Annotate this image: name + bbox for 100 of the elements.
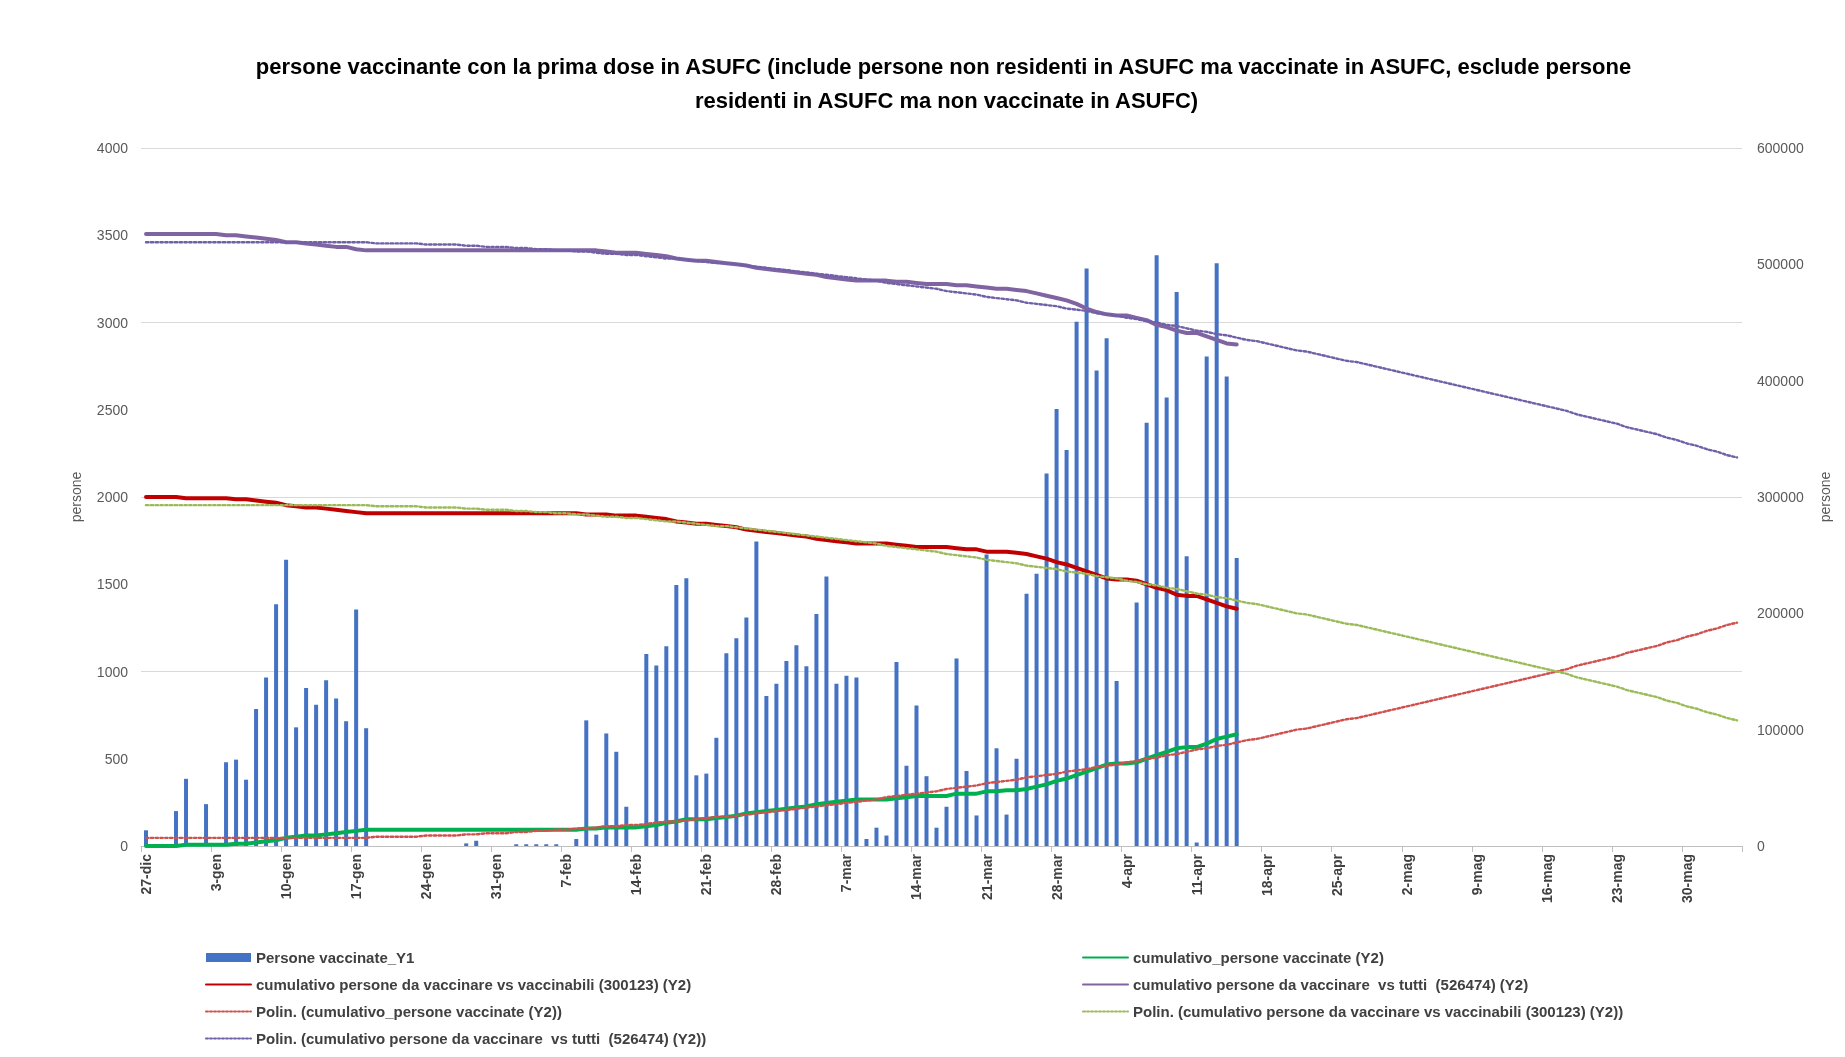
bar (934, 827, 939, 846)
bar (1114, 681, 1119, 846)
bar (334, 698, 339, 846)
bar (834, 683, 839, 846)
legend-label: cumulativo persone da vaccinare vs tutti (526474) (Y2) (1133, 976, 1529, 993)
bar (584, 720, 589, 846)
bar (1004, 814, 1009, 846)
bar (1044, 473, 1049, 846)
bar (994, 748, 999, 846)
bar (954, 658, 959, 846)
bar (904, 765, 909, 846)
bar (1214, 263, 1219, 846)
bar (1024, 593, 1029, 846)
y-tick-label: 3500 (96, 227, 129, 244)
bar (1104, 338, 1109, 846)
y2-tick-label: 300000 (1757, 489, 1804, 505)
bar (894, 661, 899, 846)
bar (664, 646, 669, 846)
bar (1144, 422, 1149, 846)
bar (304, 688, 309, 846)
legend-label: cumulativo persone da vaccinare vs vaccinabili (300123) (Y2) (256, 976, 692, 993)
bar (1084, 268, 1089, 846)
bar (734, 638, 739, 846)
bar (1034, 573, 1039, 846)
bar (1184, 556, 1189, 846)
bar (674, 585, 679, 846)
bar (294, 727, 299, 846)
x-tick-label: 21-mar (978, 853, 995, 900)
bar (184, 778, 189, 846)
line-series (144, 621, 1739, 840)
bar (824, 576, 829, 846)
bar (1164, 397, 1169, 846)
bar (314, 704, 319, 846)
y2-tick-label: 500000 (1757, 256, 1804, 273)
x-tick-label: 23-mag (1608, 854, 1625, 904)
bar (914, 705, 919, 846)
x-tick-label: 24-gen (418, 854, 435, 900)
bar (774, 683, 779, 846)
legend-label: Polin. (cumulativo persone da vaccinare vs vaccinabili (300123) (Y2)) (1133, 1003, 1624, 1020)
bar (264, 677, 269, 846)
bar (1134, 602, 1139, 846)
bar (284, 559, 289, 846)
legend-label: Persone vaccinate_Y1 (256, 949, 415, 966)
bar (274, 604, 279, 846)
bar (1174, 291, 1179, 846)
bar (1224, 376, 1229, 846)
bar (614, 751, 619, 846)
bar (684, 578, 689, 846)
y-tick-label: 1500 (96, 576, 129, 593)
bar (884, 835, 889, 846)
line-series (144, 503, 1739, 722)
bar (704, 773, 709, 846)
bar (924, 776, 929, 846)
y2-tick-label: 100000 (1757, 721, 1804, 738)
x-tick-label: 18-apr (1258, 853, 1275, 897)
bar (814, 613, 819, 846)
bar (864, 839, 869, 846)
legend-label: Polin. (cumulativo_persone vaccinate (Y2)) (256, 1003, 562, 1020)
x-tick-label: 28-feb (768, 854, 785, 896)
bar (344, 721, 349, 846)
x-tick-label: 11-apr (1188, 853, 1205, 896)
bar (474, 840, 479, 846)
x-tick-label: 14-feb (628, 854, 645, 896)
bar (464, 843, 469, 846)
bar (1204, 356, 1209, 846)
bar (254, 709, 259, 846)
bar (1094, 370, 1099, 846)
y-tick-label: 500 (104, 750, 129, 767)
x-tick-label: 9-mag (1468, 854, 1485, 896)
chart-title: persone vaccinante con la prima dose in ASUFC (include persone non residenti in ASUFC ma vaccinate in ASUFC, esclude persone residenti in ASUFC ma non vaccinate in ASUFC) (255, 53, 1638, 113)
bar (944, 806, 949, 846)
x-tick-label: 25-apr (1328, 853, 1345, 897)
y-tick-label: 1000 (96, 663, 129, 680)
bar (1014, 758, 1019, 846)
y-tick-label: 0 (120, 838, 129, 854)
y2-tick-label: 0 (1757, 838, 1765, 854)
bar (324, 680, 329, 846)
y-axis-title: persone (68, 471, 84, 523)
y2-axis-title: persone (1817, 471, 1833, 523)
bar (964, 770, 969, 846)
x-tick-label: 2-mag (1398, 854, 1415, 896)
y-tick-label: 2500 (96, 401, 129, 418)
bar (574, 839, 579, 846)
y-tick-label: 4000 (96, 140, 129, 156)
y-tick-label: 2000 (96, 489, 129, 505)
x-tick-label: 30-mag (1678, 854, 1695, 904)
bar (1074, 321, 1079, 846)
x-tick-label: 21-feb (698, 854, 715, 896)
x-tick-label: 17-gen (348, 854, 365, 900)
bar (1064, 449, 1069, 846)
bar (874, 827, 879, 846)
y2-tick-label: 400000 (1757, 372, 1804, 389)
x-tick-label: 28-mar (1048, 853, 1065, 900)
x-tick-label: 7-feb (558, 854, 575, 888)
x-tick-label: 31-gen (488, 854, 505, 900)
x-tick-label: 7-mar (838, 853, 855, 893)
x-tick-label: 4-apr (1118, 853, 1135, 889)
bar (354, 609, 359, 846)
bar (714, 737, 719, 846)
bar (694, 775, 699, 846)
